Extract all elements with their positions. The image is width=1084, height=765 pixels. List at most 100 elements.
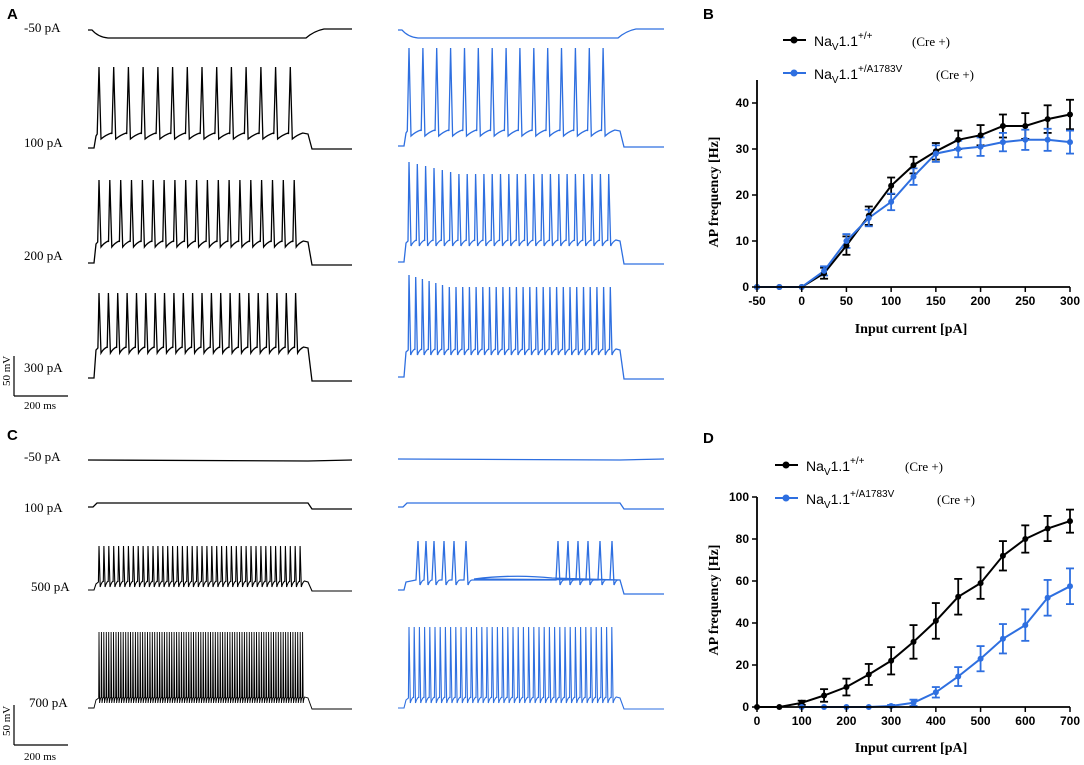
chart-b-y-tick-label-4: 40: [736, 96, 750, 110]
chart-d-point-s0-10: [977, 580, 984, 587]
chart-d-error-bars: [797, 508, 1074, 708]
chart-d-y-tick-label-2: 40: [736, 616, 750, 630]
trace-c-neg50-mut: [397, 458, 665, 461]
trace-c-100-mut: [398, 502, 664, 510]
chart-d-legend-mut-rest: 1.1: [831, 491, 851, 507]
chart-b-y-tick-label-0: 0: [742, 280, 749, 294]
scalebar-a-time-label: 200 ms: [24, 400, 56, 412]
chart-b-x-tick-label-3: 100: [881, 294, 901, 308]
chart-b-point-s1-14: [1067, 139, 1073, 146]
chart-b-point-s0-6: [888, 182, 895, 189]
trace-a-300-wt: [88, 292, 352, 382]
chart-d-point-s0-6: [888, 657, 895, 664]
chart-b-point-s1-6: [888, 198, 895, 205]
chart-d-point-s0-7: [910, 638, 917, 645]
chart-b-legend-mut-gene: Na: [814, 66, 832, 82]
chart-d-point-s1-7: [955, 673, 962, 680]
chart-b-legend-mut-label: NaV1.1+/A1783V: [814, 64, 903, 86]
chart-b-legend-wt-gene: Na: [814, 33, 832, 49]
chart-d-x-ticks: 0 100 200 300 400 500 600 700: [754, 707, 1080, 728]
chart-d-point-s0-4: [843, 684, 850, 691]
trace-a-100-mut: [398, 47, 664, 148]
chart-d-x-tick-label-0: 0: [754, 714, 761, 728]
chart-d-y-tick-label-3: 60: [736, 574, 750, 588]
chart-b-error-bars: [820, 98, 1074, 280]
chart-d-point-s0-3: [821, 692, 828, 699]
chart-b-points: [754, 111, 1073, 290]
chart-d-point-s0-11: [999, 552, 1006, 559]
trace-c-700-wt: [88, 631, 352, 710]
chart-d-point-s1-11: [1044, 594, 1051, 601]
chart-d-legend-mut-sup: +/A1783V: [850, 489, 895, 500]
panel-letter-d: D: [703, 430, 714, 447]
trace-a-neg50-mut: [398, 28, 664, 39]
chart-b-point-s1-13: [1044, 136, 1051, 143]
chart-d-point-s0-9: [955, 593, 962, 600]
chart-d-legend-wt-rest: 1.1: [831, 458, 851, 474]
chart-d-point-s0-5: [865, 671, 872, 678]
trace-a-200-wt: [88, 179, 352, 266]
chart-d-point-s1-9: [999, 635, 1006, 642]
chart-d-x-tick-label-2: 200: [836, 714, 856, 728]
chart-b-y-ticks: 0 10 20 30 40: [736, 96, 757, 294]
trace-label-a-2: 200 pA: [24, 248, 63, 263]
chart-b-legend-wt-sub: V: [832, 42, 839, 53]
chart-d-y-tick-label-5: 100: [729, 490, 749, 504]
chart-d-y-tick-label-0: 0: [742, 700, 749, 714]
trace-a-100-wt: [88, 66, 352, 150]
chart-b-point-s1-10: [977, 143, 984, 150]
chart-d-x-label: Input current [pA]: [855, 741, 968, 756]
chart-d-x-tick-label-4: 400: [926, 714, 946, 728]
chart-d-legend-wt-gene: Na: [806, 458, 824, 474]
chart-b-point-s1-5: [865, 215, 872, 221]
panel-letter-b: B: [703, 6, 714, 23]
chart-b-legend-wt-cre: (Cre +): [912, 34, 950, 49]
chart-d-legend-mut-cre: (Cre +): [937, 492, 975, 507]
chart-b-point-s0-10: [977, 132, 984, 139]
chart-d-y-tick-label-1: 20: [736, 658, 750, 672]
chart-b-legend-wt-label: NaV1.1+/+: [814, 31, 873, 53]
trace-c-500-mut: [398, 540, 664, 595]
chart-d-legend-mut-marker: [782, 494, 790, 502]
chart-d-point-s0-2: [798, 699, 805, 706]
chart-b-x-label: Input current [pA]: [855, 322, 968, 337]
chart-b-y-tick-label-1: 10: [736, 234, 750, 248]
chart-d-point-s0-8: [932, 617, 939, 624]
chart-d-series-wt-line: [757, 520, 1071, 708]
chart-b-point-s1-4: [843, 238, 850, 244]
chart-b-legend-mut-sub: V: [832, 75, 839, 86]
chart-d-legend: NaV1.1+/+ (Cre +) NaV1.1+/A1783V (Cre +): [775, 456, 975, 511]
chart-d-point-s1-10: [1022, 622, 1029, 629]
chart-b-x-tick-label-5: 200: [971, 294, 991, 308]
trace-label-c-2: 500 pA: [31, 579, 70, 594]
chart-d: 0 100 200 300 400 500 600 700 0 20 40 60 80 100 Inpu…: [707, 456, 1080, 756]
chart-d-legend-mut-label: NaV1.1+/A1783V: [806, 489, 895, 511]
trace-c-500-wt: [88, 545, 352, 592]
trace-c-100-wt: [88, 502, 352, 510]
chart-b-point-s1-7: [910, 173, 917, 180]
trace-label-a-3: 300 pA: [24, 360, 63, 375]
chart-b-legend-wt-sup: +/+: [858, 31, 873, 42]
chart-b-point-s0-7: [910, 162, 917, 169]
chart-d-x-tick-label-7: 700: [1060, 714, 1080, 728]
chart-b-legend-mut-rest: 1.1: [839, 66, 859, 82]
chart-d-x-tick-label-6: 600: [1015, 714, 1035, 728]
chart-b-x-tick-label-6: 250: [1015, 294, 1035, 308]
trace-c-neg50-wt: [87, 459, 353, 462]
chart-b-point-s1-11: [999, 139, 1006, 146]
chart-b-y-tick-label-3: 30: [736, 142, 750, 156]
chart-d-legend-wt-cre: (Cre +): [905, 459, 943, 474]
chart-b-point-s1-9: [955, 146, 962, 152]
chart-d-legend-wt-sub: V: [824, 467, 831, 478]
chart-b-point-s0-11: [999, 123, 1006, 129]
chart-b-legend-wt-rest: 1.1: [839, 33, 859, 49]
chart-b-x-tick-label-4: 150: [926, 294, 946, 308]
chart-d-point-s1-8: [977, 655, 984, 662]
chart-b-y-label: AP frequency [Hz]: [707, 137, 722, 248]
panel-a-traces: -50 pA 100 pA 200 pA 300 pA 50 mV 200 ms: [1, 20, 664, 412]
chart-d-y-tick-label-4: 80: [736, 532, 750, 546]
chart-b-point-s1-12: [1022, 136, 1029, 143]
chart-d-x-tick-label-1: 100: [792, 714, 812, 728]
chart-b-point-s1-3: [821, 267, 828, 274]
